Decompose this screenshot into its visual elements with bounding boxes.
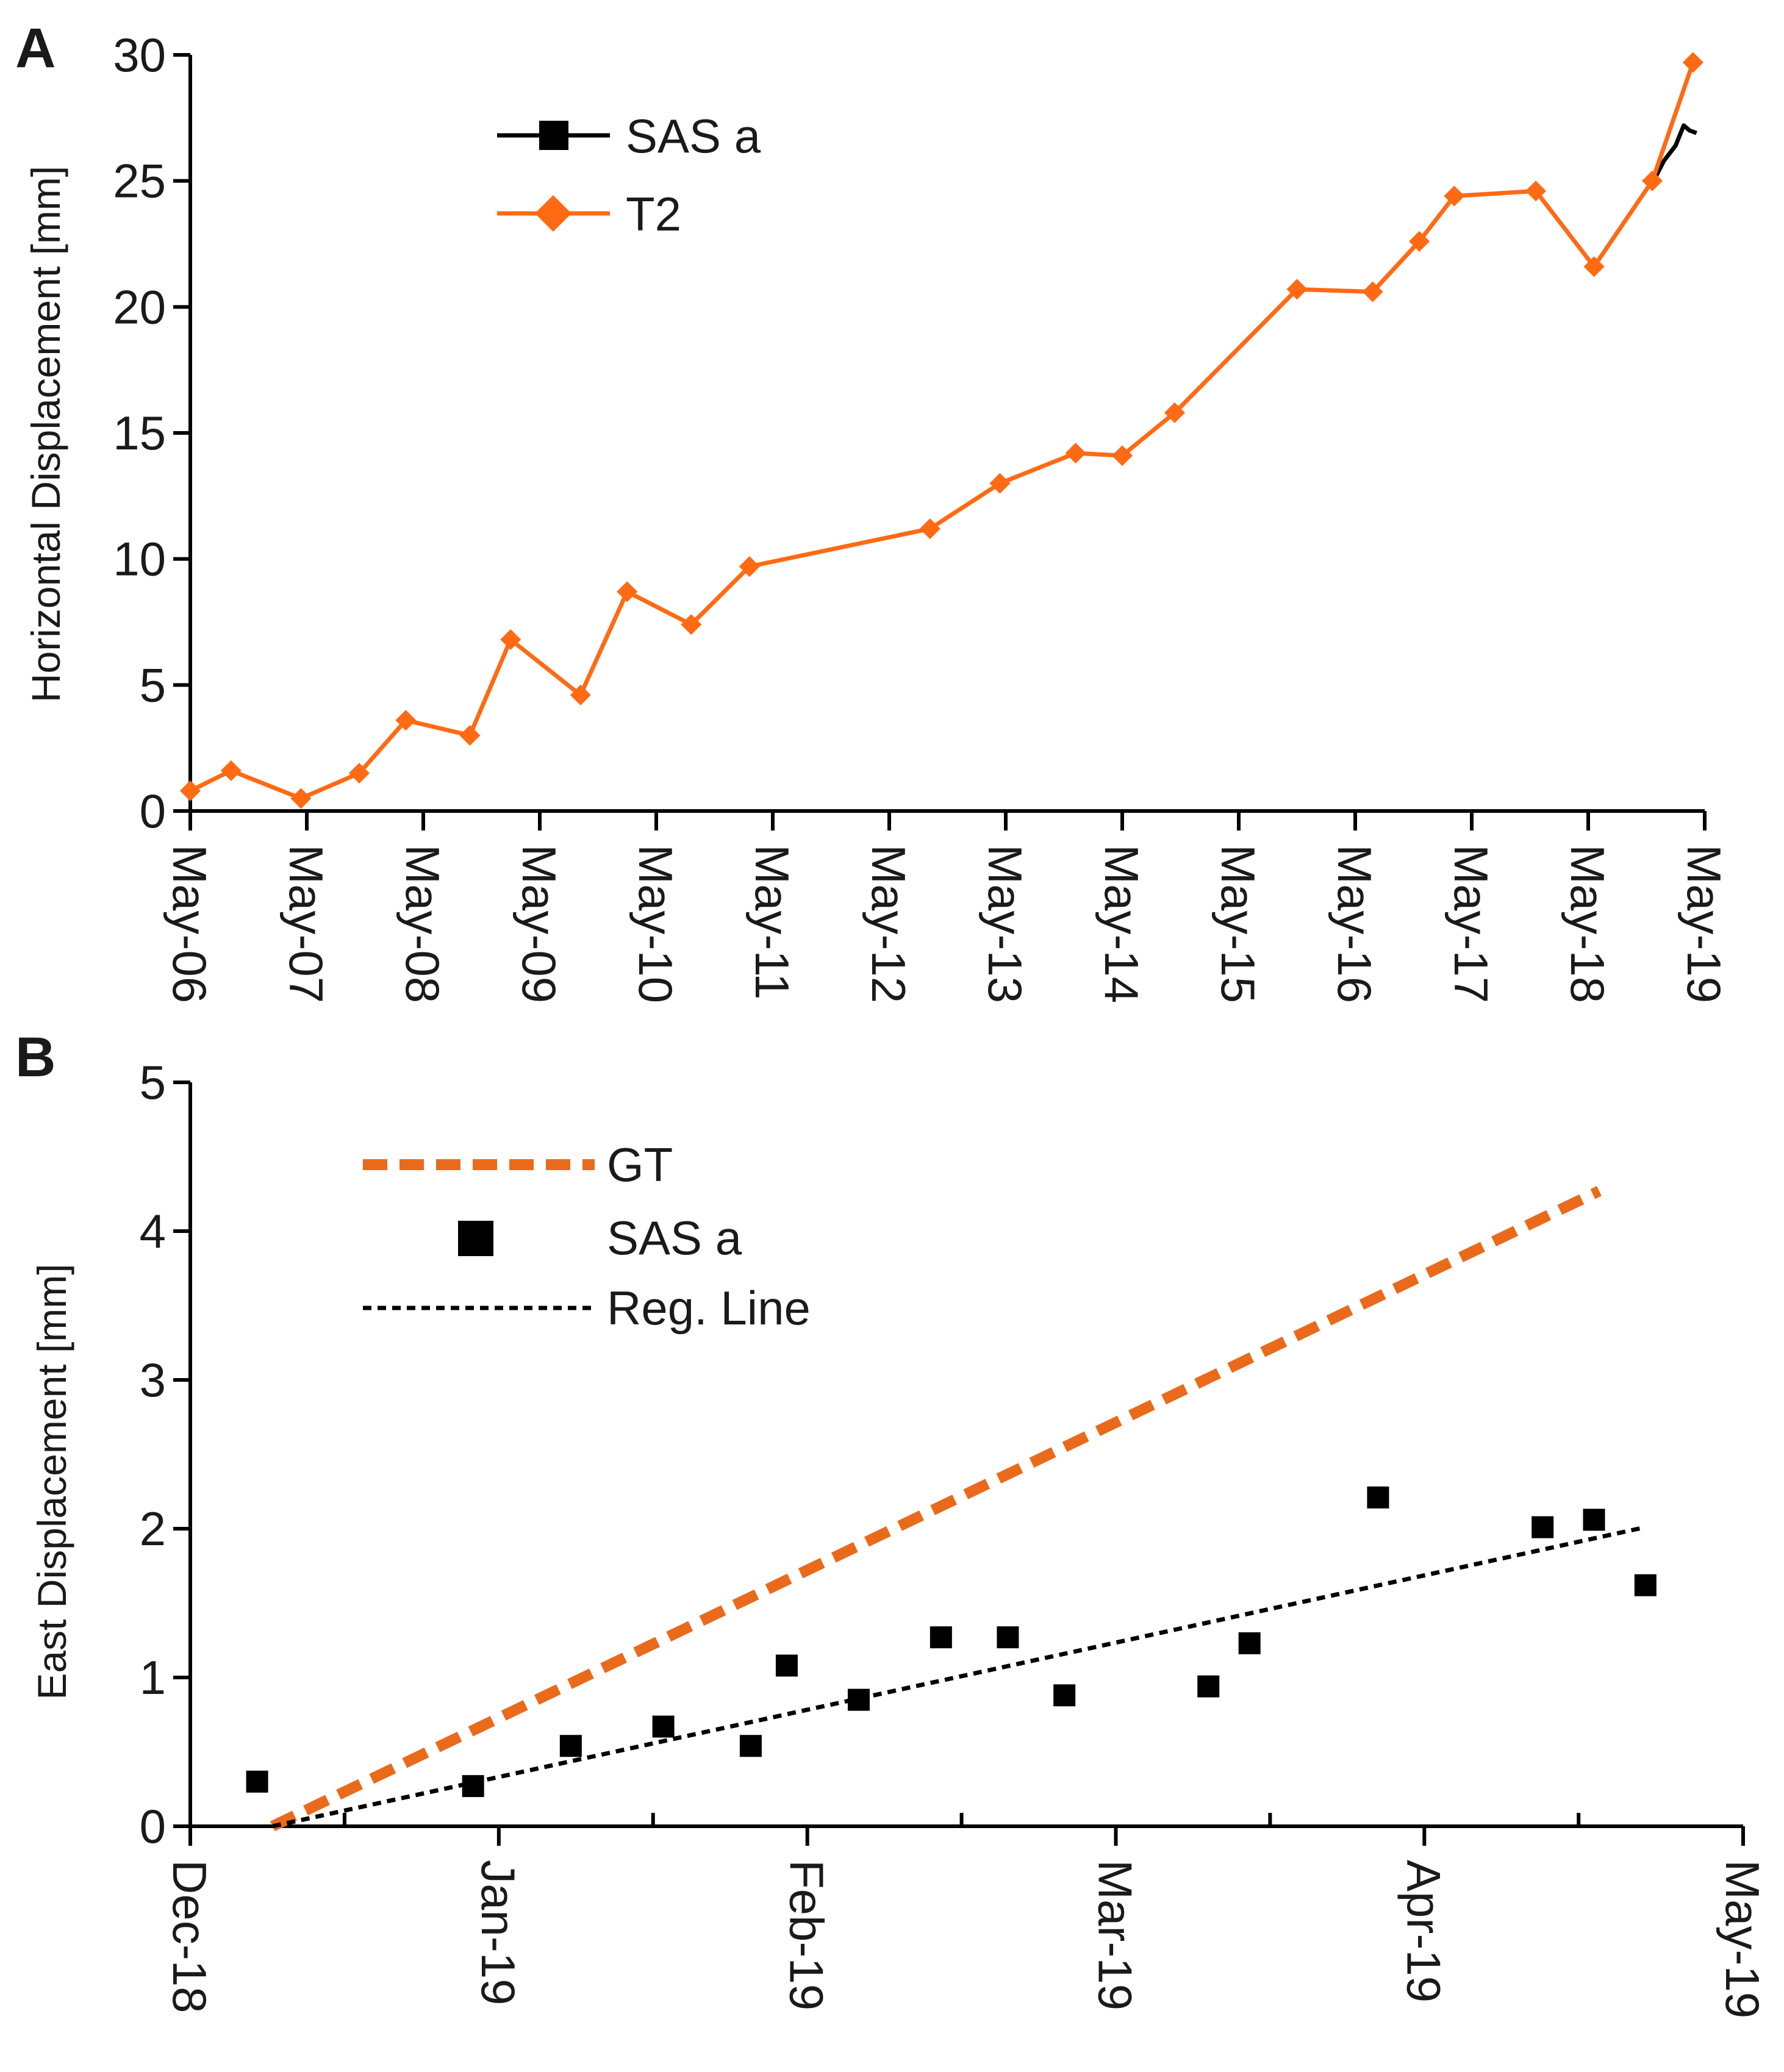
series-t2-point bbox=[1112, 445, 1133, 466]
panel-b-y-tick-label: 4 bbox=[140, 1204, 166, 1258]
panel-b-x-tick-label: Mar-19 bbox=[1088, 1860, 1142, 2010]
panel-b-x-tick-label: Dec-18 bbox=[163, 1860, 217, 2013]
panel-a-x-tick-label: May-13 bbox=[978, 845, 1032, 1003]
series-t2-point bbox=[919, 518, 940, 540]
legend-sas-a-marker bbox=[539, 121, 568, 150]
series-t2-point bbox=[395, 710, 417, 731]
series-t2-point bbox=[617, 581, 638, 602]
panel-a-x-tick-label: May-07 bbox=[279, 845, 333, 1003]
series-t2-line bbox=[189, 62, 1696, 801]
series-t2-point bbox=[1409, 230, 1430, 252]
series-t2-point bbox=[1642, 170, 1663, 191]
series-sas-a-point bbox=[775, 1654, 798, 1677]
series-gt-line bbox=[270, 1186, 1602, 1832]
series-t2-point bbox=[570, 684, 591, 706]
panel-b-y-tick-label: 3 bbox=[140, 1353, 166, 1407]
panel-a-y-tick-label: 25 bbox=[113, 154, 166, 208]
panel-a-x-tick-label: May-18 bbox=[1561, 845, 1614, 1003]
panel-a-x-tick-label: May-14 bbox=[1095, 845, 1148, 1003]
panel-a-x-tick-label: May-10 bbox=[629, 845, 682, 1003]
series-sas-a-point bbox=[652, 1715, 675, 1738]
panel-b-legend: GT SAS a Reg. Line bbox=[363, 1138, 811, 1335]
panel-b-x-tick-label: Jan-19 bbox=[471, 1860, 525, 2006]
series-sas-a-line bbox=[1650, 123, 1697, 185]
series-t2-point bbox=[220, 760, 242, 781]
series-t2-point bbox=[1362, 281, 1383, 302]
panel-b-y-axis-title: East Displacement [mm] bbox=[29, 1263, 74, 1699]
panel-a-legend: SAS a T2 bbox=[497, 109, 761, 241]
panel-b-letter: B bbox=[15, 1026, 56, 1088]
panel-b-x-tick-label: Apr-19 bbox=[1397, 1860, 1450, 2002]
series-sas-a-point bbox=[739, 1735, 762, 1757]
series-sas-a-point bbox=[462, 1775, 484, 1798]
series-t2-point bbox=[1286, 279, 1308, 300]
panel-a-x-tick-label: May-11 bbox=[745, 845, 799, 999]
panel-b-chart: B East Displacement [mm] 0 1 2 3 4 5 Dec-18 Ja… bbox=[15, 1026, 1769, 2018]
panel-a-y-tick-label: 15 bbox=[113, 406, 166, 460]
series-sas-a-point bbox=[559, 1735, 582, 1757]
panel-a-x-tick-label: May-17 bbox=[1444, 845, 1498, 1003]
legend-sas-a-label: SAS a bbox=[626, 109, 761, 163]
panel-a-y-tick-label: 10 bbox=[113, 532, 166, 586]
panel-a-y-tick-label: 0 bbox=[140, 784, 166, 838]
series-sas-a-point bbox=[1531, 1516, 1554, 1538]
panel-a-x-tick-label: May-16 bbox=[1328, 845, 1381, 1003]
panel-a-x-tick-label: May-09 bbox=[512, 845, 566, 1003]
series-sas-a-point bbox=[997, 1626, 1019, 1649]
panel-a-chart: A Horizontal Displacement [mm] 0 5 10 15 20 2… bbox=[15, 17, 1731, 1003]
series-t2-point bbox=[1525, 180, 1547, 202]
series-t2-point bbox=[1065, 443, 1086, 464]
series-t2-point bbox=[1444, 185, 1465, 207]
series-t2-point bbox=[500, 629, 521, 650]
legend-t2-label: T2 bbox=[626, 187, 681, 241]
panel-a-x-tick-label: May-08 bbox=[396, 845, 450, 1003]
panel-b-y-tick-label: 2 bbox=[140, 1502, 166, 1556]
series-t2-point bbox=[180, 780, 201, 801]
panel-a-letter: A bbox=[15, 17, 56, 79]
legend-gt-label: GT bbox=[607, 1138, 673, 1191]
legend-sas-a-marker-b bbox=[458, 1221, 493, 1256]
panel-a-x-tick-label: May-19 bbox=[1677, 845, 1731, 1003]
panel-a-x-tick-label: May-15 bbox=[1211, 845, 1265, 1003]
series-sas-a-point bbox=[1238, 1632, 1261, 1654]
panel-b-x-tick-label: May-19 bbox=[1716, 1860, 1769, 2018]
panel-b-x-tick-label: Feb-19 bbox=[780, 1860, 834, 2010]
series-sas-a-point bbox=[1583, 1509, 1605, 1531]
panel-a-y-tick-label: 20 bbox=[113, 280, 166, 334]
panel-a-x-tick-label: May-06 bbox=[163, 845, 217, 1003]
panel-a-y-tick-label: 30 bbox=[113, 28, 166, 82]
panel-b-y-tick-label: 0 bbox=[140, 1799, 166, 1853]
legend-reg-line-label: Reg. Line bbox=[607, 1281, 811, 1335]
panel-a-y-axis-title: Horizontal Displacement [mm] bbox=[23, 166, 68, 702]
series-t2-point bbox=[348, 763, 370, 784]
panel-b-y-tick-label: 5 bbox=[140, 1056, 166, 1109]
series-sas-a-point bbox=[1634, 1574, 1657, 1596]
legend-sas-a-label-b: SAS a bbox=[607, 1211, 742, 1265]
series-t2-point bbox=[1164, 402, 1185, 423]
series-sas-a-point bbox=[847, 1688, 870, 1711]
series-t2-point bbox=[1583, 256, 1605, 277]
panel-b-y-tick-label: 1 bbox=[140, 1651, 166, 1704]
panel-a-x-tick-label: May-12 bbox=[862, 845, 915, 1003]
series-t2-point bbox=[739, 556, 760, 577]
series-t2-point bbox=[459, 725, 481, 746]
series-sas-a-point bbox=[1053, 1684, 1076, 1707]
series-sas-a-point bbox=[1367, 1486, 1389, 1509]
legend-t2-marker bbox=[535, 195, 571, 232]
panel-a-y-tick-label: 5 bbox=[140, 658, 166, 712]
series-t2-point bbox=[1682, 52, 1703, 73]
series-t2-point bbox=[989, 473, 1011, 494]
series-sas-a-point bbox=[930, 1626, 952, 1649]
series-t2-point bbox=[681, 614, 702, 635]
series-sas-a-point bbox=[246, 1770, 268, 1793]
series-t2-point bbox=[290, 788, 312, 809]
series-sas-a-point bbox=[1197, 1675, 1220, 1698]
